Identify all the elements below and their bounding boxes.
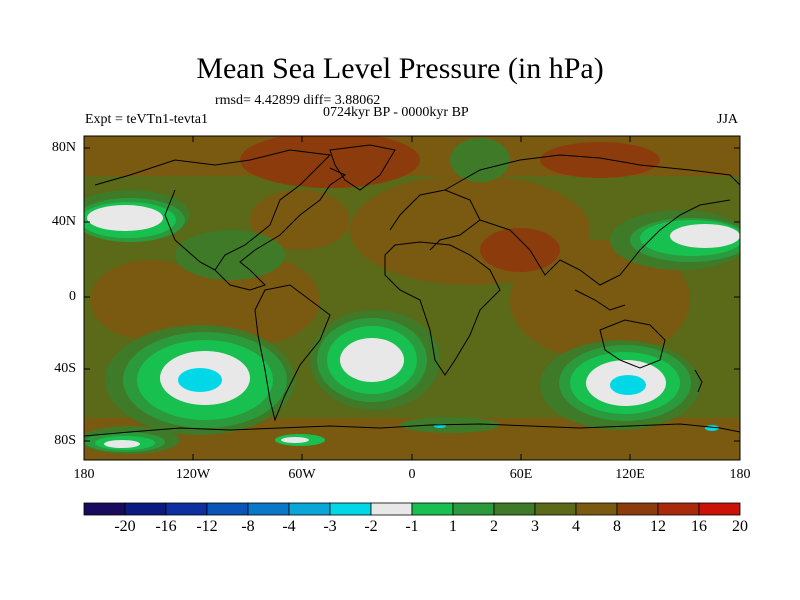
colorbar-swatch <box>534 502 577 516</box>
colorbar-swatch <box>452 502 495 516</box>
colorbar-swatch <box>247 502 290 516</box>
colorbar-label: -8 <box>241 518 255 535</box>
time-period-label: 0724kyr BP - 0000kyr BP <box>323 105 469 120</box>
lat-label-0: 0 <box>69 289 76 304</box>
map-title: Mean Sea Level Pressure (in hPa) <box>196 52 604 85</box>
colorbar-swatch <box>657 502 700 516</box>
colorbar-swatch <box>165 502 208 516</box>
colorbar-label: -12 <box>196 518 218 535</box>
colorbar-label: 12 <box>650 518 666 535</box>
axis-ticks <box>84 136 740 460</box>
colorbar-label: 3 <box>531 518 539 535</box>
colorbar-label: 1 <box>449 518 457 535</box>
colorbar-swatch <box>698 502 741 516</box>
colorbar-label: -4 <box>282 518 296 535</box>
colorbar-label: -16 <box>155 518 177 535</box>
lon-label-60e: 60E <box>509 467 533 482</box>
colorbar-label: -20 <box>114 518 136 535</box>
pressure-field <box>84 136 740 460</box>
colorbar-label: 8 <box>613 518 621 535</box>
colorbar-label: -3 <box>323 518 337 535</box>
colorbar-swatch <box>288 502 331 516</box>
coastlines <box>84 144 740 437</box>
season-label: JJA <box>717 112 739 127</box>
colorbar-label: 16 <box>691 518 707 535</box>
experiment-label: Expt = teVTn1-tevta1 <box>85 112 208 127</box>
lon-label-180-right: 180 <box>729 467 751 482</box>
lat-label-80s: 80S <box>54 433 76 448</box>
lon-label-120w: 120W <box>175 467 211 482</box>
lat-label-80n: 80N <box>51 140 76 155</box>
lon-label-120e: 120E <box>615 467 645 482</box>
colorbar-swatch <box>616 502 659 516</box>
lon-label-180-left: 180 <box>73 467 95 482</box>
colorbar-swatch <box>411 502 454 516</box>
colorbar-label: 2 <box>490 518 498 535</box>
colorbar-swatch <box>370 502 413 516</box>
colorbar-label: -1 <box>405 518 419 535</box>
lon-label-60w: 60W <box>288 467 316 482</box>
lon-label-0: 0 <box>408 467 416 482</box>
rmsd-diff-stats: rmsd= 4.42899 diff= 3.88062 <box>215 93 381 108</box>
colorbar-swatch <box>329 502 372 516</box>
colorbar-label: -2 <box>364 518 378 535</box>
colorbar-swatch <box>83 502 126 516</box>
colorbar-label: 4 <box>572 518 580 535</box>
colorbar-swatch <box>493 502 536 516</box>
colorbar-swatch <box>575 502 618 516</box>
colorbar-swatch <box>206 502 249 516</box>
colorbar-swatch <box>124 502 167 516</box>
lat-label-40n: 40N <box>51 214 76 229</box>
colorbar-label: 20 <box>732 518 748 535</box>
colorbar <box>83 502 741 516</box>
lat-label-40s: 40S <box>54 361 76 376</box>
